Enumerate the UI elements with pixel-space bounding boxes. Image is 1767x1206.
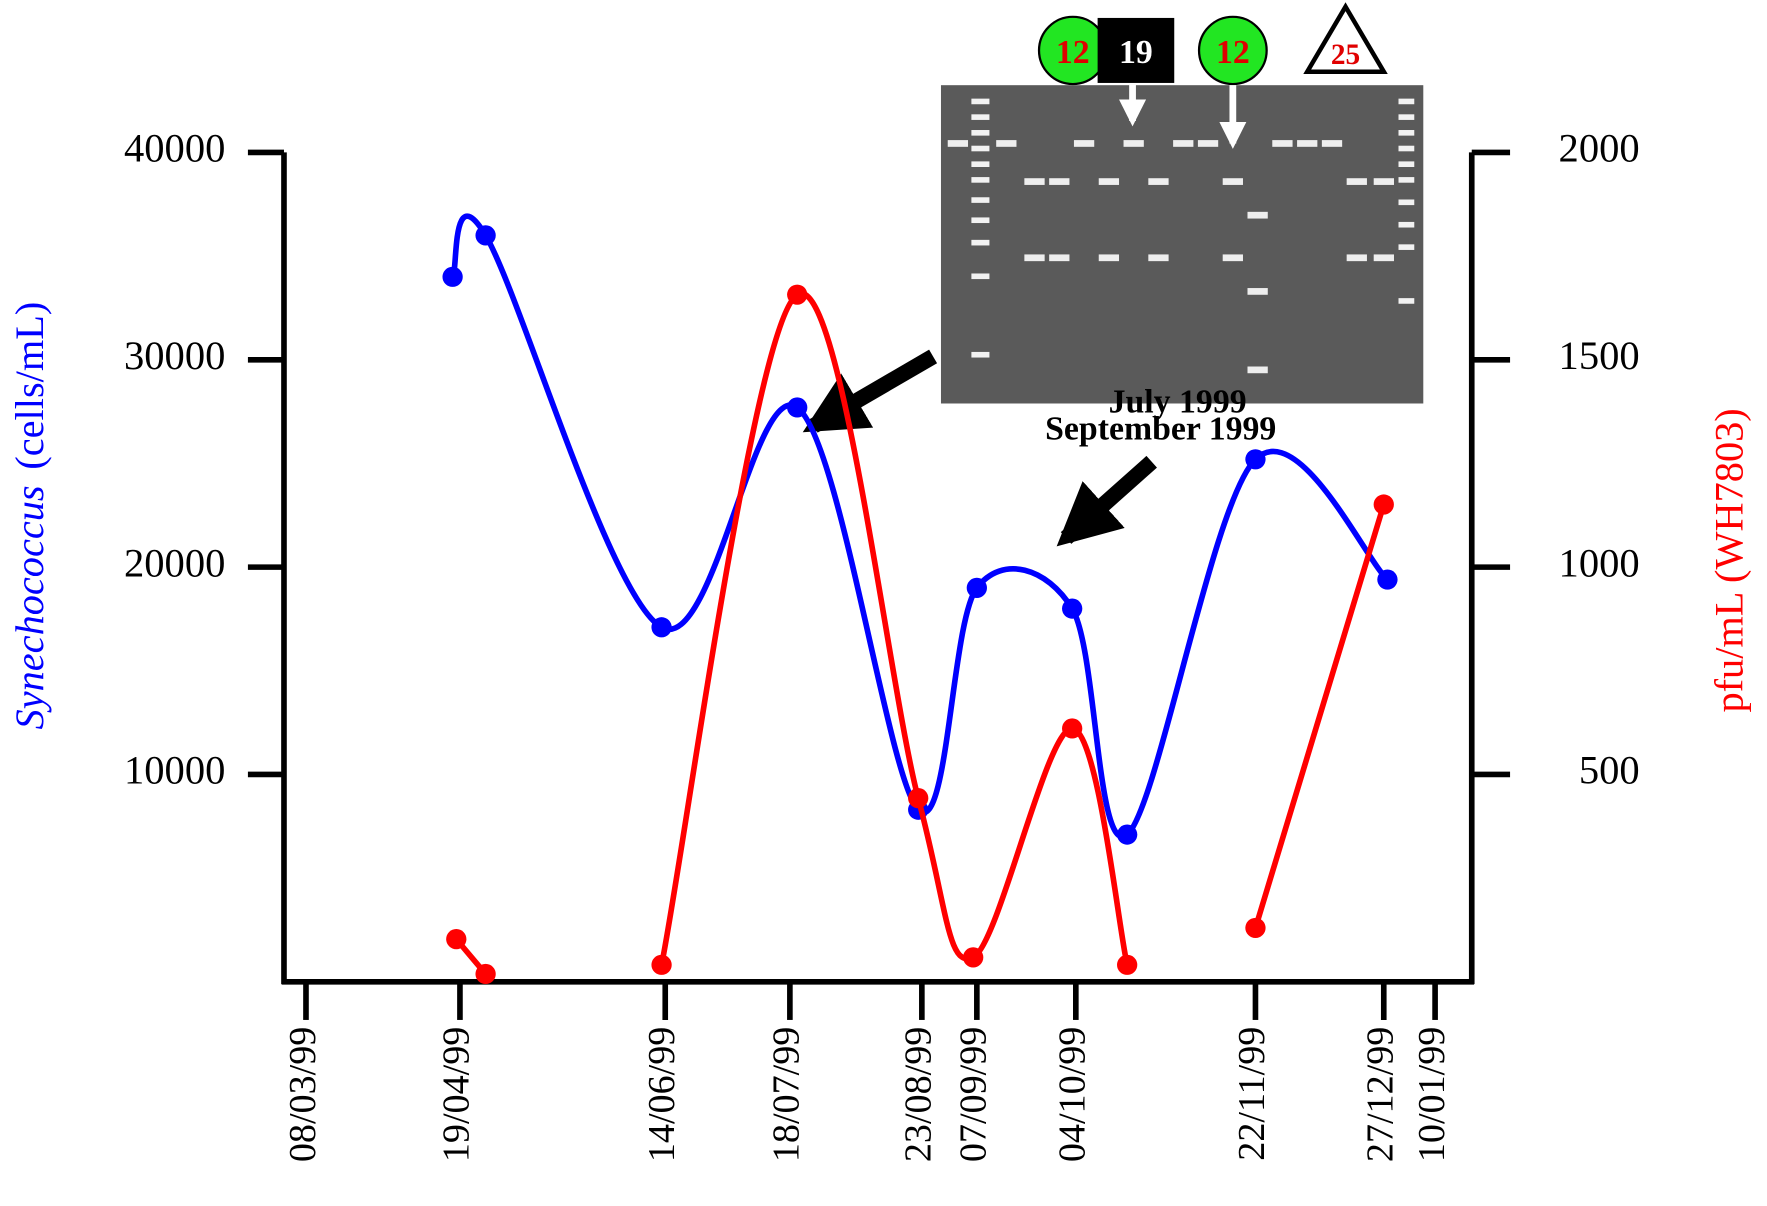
- data-point: [1062, 599, 1082, 619]
- data-point: [1117, 955, 1137, 975]
- chart: Synechococcus(cells/mL) pfu/mL (WH7803) …: [0, 0, 1767, 1206]
- gel-band: [1173, 140, 1193, 147]
- data-point: [475, 964, 495, 984]
- data-point: [1374, 494, 1394, 514]
- gel-ladder: [971, 130, 989, 136]
- x-tick-label: 08/03/99: [282, 1027, 324, 1162]
- gel-band: [1074, 140, 1094, 147]
- y2-axis-label: pfu/mL (WH7803): [1706, 408, 1751, 712]
- gel-ladder: [971, 273, 989, 279]
- gel-ladder: [971, 146, 989, 152]
- badge-label: 19: [1119, 34, 1153, 71]
- page: {"chart_data": { "type": "line", "ylabel…: [0, 0, 1767, 1206]
- x-tick-label: 07/09/99: [953, 1027, 995, 1162]
- x-tick-label: 27/12/99: [1359, 1027, 1401, 1162]
- gel-ladder: [971, 217, 989, 223]
- gel-ladder: [1398, 244, 1414, 250]
- data-point: [908, 788, 928, 808]
- x-tick-label: 23/08/99: [898, 1027, 940, 1162]
- badge-label: 12: [1056, 34, 1090, 71]
- data-point: [475, 225, 495, 245]
- arrow: [814, 356, 933, 425]
- gel-ladder: [971, 352, 989, 358]
- gel-band: [1223, 254, 1243, 261]
- gel-band: [1148, 178, 1168, 185]
- gel-image: [941, 85, 1423, 403]
- gel-band: [948, 140, 968, 147]
- y-label-unit: (cells/mL): [7, 302, 52, 470]
- x-tick-label: 10/01/99: [1411, 1027, 1453, 1162]
- gel-band: [1297, 140, 1317, 147]
- gel-ladder: [971, 240, 989, 246]
- gel-band: [996, 140, 1016, 147]
- gel-band: [1148, 254, 1168, 261]
- gel-ladder: [971, 197, 989, 203]
- data-point: [651, 617, 671, 637]
- data-point: [1245, 918, 1265, 938]
- gel-ladder: [1398, 114, 1414, 120]
- y-tick-label: 20000: [124, 540, 225, 585]
- gel-band: [1024, 178, 1044, 185]
- gel-ladder: [1398, 130, 1414, 136]
- data-point: [787, 397, 807, 417]
- x-tick-label: 04/10/99: [1052, 1027, 1094, 1162]
- gel-band: [1347, 178, 1367, 185]
- data-point: [1377, 569, 1397, 589]
- gel-ladder: [1398, 200, 1414, 206]
- gel-band: [1024, 254, 1044, 261]
- data-point: [651, 955, 671, 975]
- gel-band: [1322, 140, 1342, 147]
- x-tick-label: 22/11/99: [1231, 1027, 1273, 1161]
- gel-band: [1247, 212, 1267, 219]
- y-tick-label: 30000: [124, 333, 225, 378]
- data-point: [967, 578, 987, 598]
- gel-ladder: [971, 177, 989, 183]
- y2-tick-label: 1500: [1559, 333, 1640, 378]
- gel-background: [941, 85, 1423, 403]
- gel-ladder: [1398, 298, 1414, 304]
- gel-band: [1247, 367, 1267, 374]
- data-point: [787, 285, 807, 305]
- gel-ladder: [1398, 161, 1414, 167]
- gel-ladder: [1398, 222, 1414, 228]
- gel-ladder: [971, 99, 989, 105]
- badge-label: 25: [1331, 39, 1360, 71]
- x-tick-label: 19/04/99: [436, 1027, 478, 1162]
- gel-ladder: [1398, 177, 1414, 183]
- y-label-species: Synechococcus: [7, 485, 52, 729]
- y-tick-label: 10000: [124, 748, 225, 793]
- gel-band: [1374, 254, 1394, 261]
- y-tick-label: 40000: [124, 126, 225, 171]
- gel-ladder: [1398, 146, 1414, 152]
- gel-band: [1198, 140, 1218, 147]
- data-point: [1117, 825, 1137, 845]
- badge-label: 12: [1216, 34, 1250, 71]
- data-point: [1245, 449, 1265, 469]
- gel-band: [1099, 178, 1119, 185]
- gel-ladder: [971, 114, 989, 120]
- y2-tick-label: 2000: [1559, 126, 1640, 171]
- gel-band: [1049, 178, 1069, 185]
- gel-band: [1223, 178, 1243, 185]
- gel-ladder: [971, 161, 989, 167]
- annotation-september: September 1999: [1045, 410, 1276, 447]
- gel-ladder: [1398, 99, 1414, 105]
- gel-band: [1374, 178, 1394, 185]
- data-point: [442, 267, 462, 287]
- y2-tick-label: 500: [1579, 748, 1640, 793]
- gel-band: [1124, 140, 1144, 147]
- y2-tick-label: 1000: [1559, 540, 1640, 585]
- gel-band: [1247, 288, 1267, 295]
- gel-band: [1049, 254, 1069, 261]
- gel-band: [1347, 254, 1367, 261]
- gel-band: [1272, 140, 1292, 147]
- gel-band: [1099, 254, 1119, 261]
- data-point: [1062, 718, 1082, 738]
- data-point: [446, 929, 466, 949]
- x-tick-label: 14/06/99: [641, 1027, 683, 1162]
- data-point: [963, 947, 983, 967]
- x-tick-label: 18/07/99: [766, 1027, 808, 1162]
- y-axis-label: Synechococcus (cells/mL): [7, 302, 52, 730]
- arrow: [1066, 462, 1152, 538]
